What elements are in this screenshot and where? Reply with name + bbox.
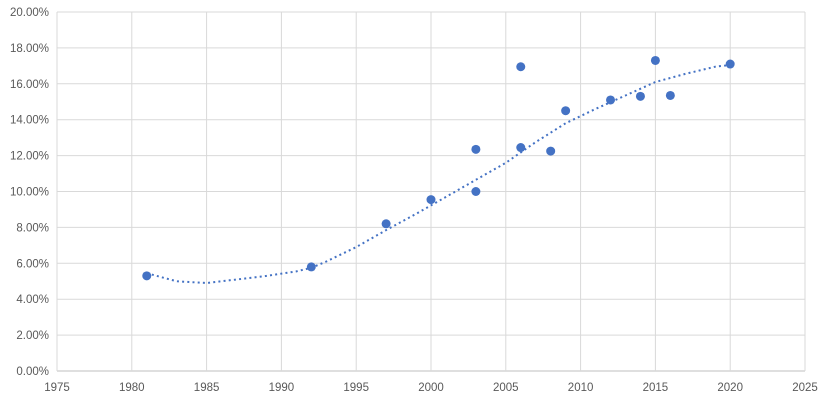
data-point xyxy=(561,106,571,116)
data-point xyxy=(650,55,660,65)
x-tick-label: 2025 xyxy=(792,382,818,394)
data-point xyxy=(381,219,391,229)
data-point xyxy=(142,271,152,281)
x-tick-label: 2020 xyxy=(717,382,743,394)
y-tick-label: 2.00% xyxy=(16,330,49,342)
y-tick-label: 12.00% xyxy=(10,151,49,163)
data-point xyxy=(516,62,526,72)
x-tick-label: 1995 xyxy=(343,382,369,394)
y-tick-label: 8.00% xyxy=(16,222,49,234)
y-tick-label: 6.00% xyxy=(16,258,49,270)
trendline-dotted xyxy=(146,64,731,284)
y-tick-label: 18.00% xyxy=(10,43,49,55)
x-tick-label: 1975 xyxy=(44,382,70,394)
data-point xyxy=(426,195,436,205)
x-tick-label: 1980 xyxy=(119,382,145,394)
data-point xyxy=(725,59,735,69)
x-tick-label: 2005 xyxy=(493,382,519,394)
x-tick-label: 2010 xyxy=(568,382,594,394)
data-point xyxy=(546,146,556,156)
y-tick-label: 4.00% xyxy=(16,294,49,306)
y-tick-label: 0.00% xyxy=(16,366,49,378)
x-tick-label: 1985 xyxy=(194,382,220,394)
data-point xyxy=(516,143,526,153)
data-point xyxy=(306,262,316,272)
data-point xyxy=(606,95,616,105)
x-tick-label: 2000 xyxy=(418,382,444,394)
x-tick-label: 1990 xyxy=(269,382,295,394)
y-tick-label: 16.00% xyxy=(10,79,49,91)
y-tick-label: 20.00% xyxy=(10,7,49,19)
data-point xyxy=(635,91,645,101)
x-tick-label: 2015 xyxy=(643,382,669,394)
y-tick-label: 14.00% xyxy=(10,115,49,127)
data-point xyxy=(471,144,481,154)
data-point xyxy=(665,90,675,100)
data-point xyxy=(471,187,481,196)
y-tick-label: 10.00% xyxy=(10,187,49,199)
